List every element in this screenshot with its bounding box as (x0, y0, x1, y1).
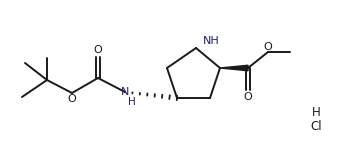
Text: O: O (264, 42, 272, 52)
Text: O: O (94, 45, 102, 55)
Text: H: H (312, 106, 320, 119)
Polygon shape (220, 65, 248, 71)
Text: O: O (68, 94, 76, 104)
Text: N: N (121, 87, 129, 97)
Text: O: O (244, 92, 252, 102)
Text: H: H (128, 97, 136, 107)
Text: Cl: Cl (310, 121, 322, 133)
Text: NH: NH (203, 36, 220, 46)
